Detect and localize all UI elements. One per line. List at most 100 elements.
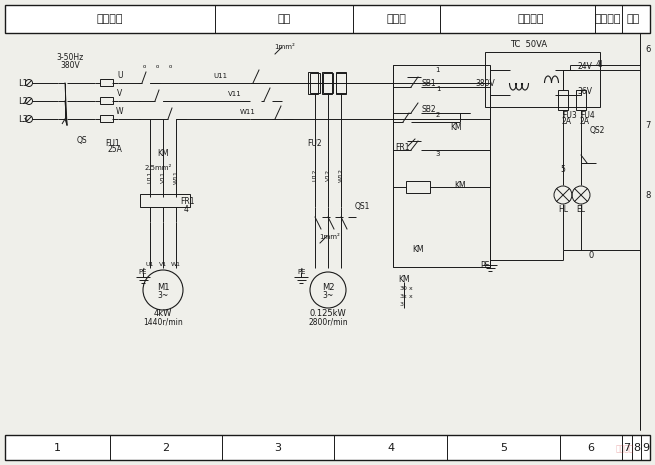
Text: V11: V11 — [160, 171, 166, 183]
Text: QS1: QS1 — [355, 202, 370, 212]
Text: PE: PE — [138, 269, 147, 275]
Text: U11: U11 — [147, 171, 153, 183]
Text: KM: KM — [450, 122, 462, 132]
Bar — [100, 115, 113, 122]
Text: o: o — [142, 65, 145, 69]
Text: 电工技术: 电工技术 — [616, 445, 634, 453]
Text: QS: QS — [77, 135, 87, 145]
Text: 24V: 24V — [577, 62, 592, 72]
Text: L1: L1 — [18, 79, 28, 87]
Text: M2: M2 — [322, 283, 334, 292]
Text: 9: 9 — [642, 443, 649, 453]
Text: FU2: FU2 — [307, 139, 322, 147]
Text: SB1: SB1 — [422, 79, 437, 87]
Text: 4: 4 — [184, 205, 189, 213]
Text: 4: 4 — [387, 443, 394, 453]
Bar — [576, 90, 586, 110]
Text: FR1: FR1 — [395, 142, 409, 152]
Text: U1: U1 — [146, 263, 154, 267]
Text: SB2: SB2 — [422, 105, 437, 113]
Text: V: V — [117, 89, 122, 99]
Bar — [100, 80, 113, 86]
Text: 8: 8 — [633, 443, 640, 453]
Text: 1mm²: 1mm² — [274, 44, 295, 50]
Bar — [323, 73, 333, 93]
Bar — [310, 73, 320, 93]
Text: QS2: QS2 — [590, 126, 605, 134]
Text: TC  50VA: TC 50VA — [510, 40, 547, 49]
Text: 4kW: 4kW — [154, 310, 172, 319]
Text: L2: L2 — [18, 97, 28, 106]
Text: x: x — [403, 293, 407, 299]
Text: 照明: 照明 — [626, 14, 640, 24]
Text: 电源指示: 电源指示 — [595, 14, 621, 24]
Text: o: o — [155, 65, 159, 69]
Text: 3: 3 — [436, 151, 440, 157]
Text: 4: 4 — [597, 60, 603, 69]
Text: PE: PE — [480, 260, 489, 270]
Text: 2A: 2A — [580, 118, 590, 126]
Bar — [485, 52, 600, 107]
Bar — [406, 181, 430, 193]
Text: 1mm²: 1mm² — [320, 234, 341, 240]
Text: 4: 4 — [595, 60, 601, 69]
Text: W1: W1 — [171, 263, 181, 267]
Text: 控制线路: 控制线路 — [517, 14, 544, 24]
Text: 7: 7 — [645, 120, 650, 129]
Text: U12: U12 — [312, 169, 318, 181]
Bar — [322, 72, 332, 94]
Bar — [100, 98, 113, 105]
Text: 380V: 380V — [475, 79, 495, 87]
Text: 8: 8 — [645, 191, 650, 199]
Text: 1: 1 — [436, 86, 440, 92]
Text: 1: 1 — [54, 443, 61, 453]
Text: 36V: 36V — [577, 87, 592, 97]
Text: U: U — [117, 72, 122, 80]
Text: W: W — [116, 107, 124, 117]
Text: 25A: 25A — [108, 146, 123, 154]
Text: 2.5mm²: 2.5mm² — [144, 165, 172, 171]
Bar — [336, 72, 346, 94]
Text: EL: EL — [576, 206, 586, 214]
Text: FU3: FU3 — [562, 111, 577, 120]
Text: 2: 2 — [162, 443, 170, 453]
Text: 3: 3 — [274, 443, 282, 453]
Text: 3: 3 — [400, 293, 404, 299]
Text: o: o — [168, 65, 172, 69]
Text: HL: HL — [558, 206, 568, 214]
Text: W12: W12 — [339, 168, 343, 182]
Text: 2A: 2A — [562, 118, 572, 126]
Text: V12: V12 — [326, 169, 331, 181]
Bar — [5, 5, 650, 33]
Text: 7: 7 — [624, 443, 631, 453]
Text: L3: L3 — [18, 114, 28, 124]
Text: 0: 0 — [403, 286, 407, 291]
Text: 6: 6 — [645, 46, 650, 54]
Bar — [336, 73, 346, 93]
Text: 3: 3 — [400, 286, 404, 291]
Text: 3~: 3~ — [322, 291, 333, 299]
Text: 1440r/min: 1440r/min — [143, 318, 183, 326]
Text: KM: KM — [157, 148, 169, 158]
Text: 2800r/min: 2800r/min — [309, 318, 348, 326]
Text: 1: 1 — [435, 67, 440, 73]
Bar — [5, 435, 650, 460]
Text: 3-50Hz: 3-50Hz — [56, 53, 84, 62]
Text: 电源开关: 电源开关 — [97, 14, 123, 24]
Text: 6: 6 — [588, 443, 595, 453]
Text: FU1: FU1 — [105, 139, 120, 147]
Text: 冷却泵: 冷却泵 — [386, 14, 406, 24]
Text: FU4: FU4 — [580, 111, 595, 120]
Bar — [140, 194, 190, 207]
Text: 5: 5 — [500, 443, 507, 453]
Text: M1: M1 — [157, 283, 169, 292]
Text: 0.125kW: 0.125kW — [310, 308, 346, 318]
Text: FR1: FR1 — [180, 197, 195, 206]
Text: x: x — [409, 286, 413, 291]
Text: x: x — [409, 293, 413, 299]
Text: PE: PE — [297, 269, 305, 275]
Text: U11: U11 — [213, 73, 227, 79]
Text: V1: V1 — [159, 263, 167, 267]
Text: KM: KM — [398, 275, 409, 285]
Text: 主轴: 主轴 — [277, 14, 291, 24]
